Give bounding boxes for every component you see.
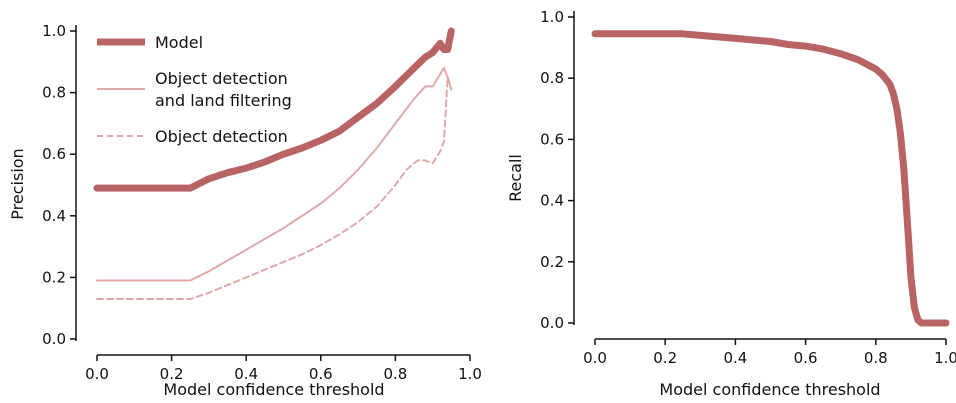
precision-chart: 0.0 0.2 0.4 0.6 0.8 1.0 0.0 0.2 0.4 0.6 0.8 1.0 Mod… [8, 22, 482, 399]
recall-series-line-0 [591, 30, 950, 327]
precision-y-tick-label: 0.8 [42, 84, 66, 102]
precision-y-tick-label: 1.0 [42, 22, 66, 40]
precision-x-tick-label: 0.6 [309, 365, 333, 383]
recall-x-tick-label: 0.6 [794, 349, 818, 367]
recall-x-tick-label: 1.0 [934, 349, 956, 367]
recall-x-tick-label: 0.8 [864, 349, 888, 367]
recall-chart: 0.0 0.2 0.4 0.6 0.8 1.0 0.0 0.2 0.4 0.6 0.8 1.0 Mod… [506, 8, 956, 399]
recall-x-axis-title: Model confidence threshold [659, 380, 880, 399]
precision-x-tick-label: 0.2 [160, 365, 184, 383]
precision-x-tick-label: 0.0 [85, 365, 109, 383]
recall-ticks: 0.0 0.2 0.4 0.6 0.8 1.0 0.0 0.2 0.4 0.6 0.8 1.0 [540, 8, 956, 367]
precision-y-tick-label: 0.2 [42, 268, 66, 286]
precision-series [93, 27, 455, 300]
recall-x-tick-label: 0.4 [723, 349, 747, 367]
recall-x-tick-label: 0.2 [653, 349, 677, 367]
precision-x-tick-label: 1.0 [458, 365, 482, 383]
precision-y-axis-title: Precision [8, 148, 27, 219]
recall-y-axis-title: Recall [506, 154, 525, 202]
recall-y-tick-label: 0.8 [540, 69, 564, 87]
recall-axes [573, 11, 946, 340]
recall-y-tick-label: 1.0 [540, 8, 564, 26]
precision-x-tick-label: 0.8 [383, 365, 407, 383]
precision-ticks: 0.0 0.2 0.4 0.6 0.8 1.0 0.0 0.2 0.4 0.6 0.8 1.0 [42, 22, 482, 383]
recall-y-tick-label: 0.0 [540, 314, 564, 332]
precision-series-line-2 [96, 76, 453, 300]
recall-y-tick-label: 0.2 [540, 253, 564, 271]
recall-series [591, 30, 950, 327]
precision-y-tick-label: 0.0 [42, 330, 66, 348]
precision-axes [75, 25, 470, 356]
recall-y-tick-label: 0.4 [540, 192, 564, 210]
precision-y-tick-label: 0.4 [42, 207, 66, 225]
precision-series-line-0 [93, 27, 455, 192]
precision-x-tick-label: 0.4 [234, 365, 258, 383]
legend-label-1: Object detection and land filtering [155, 69, 292, 110]
recall-y-tick-label: 0.6 [540, 130, 564, 148]
recall-x-tick-label: 0.0 [583, 349, 607, 367]
precision-legend: Model Object detection and land filtering O… [97, 33, 292, 146]
legend-label-0: Model [155, 33, 203, 52]
precision-x-axis-title: Model confidence threshold [163, 380, 384, 399]
precision-series-line-1 [96, 67, 453, 282]
legend-label-2: Object detection [155, 127, 288, 146]
precision-y-tick-label: 0.6 [42, 145, 66, 163]
